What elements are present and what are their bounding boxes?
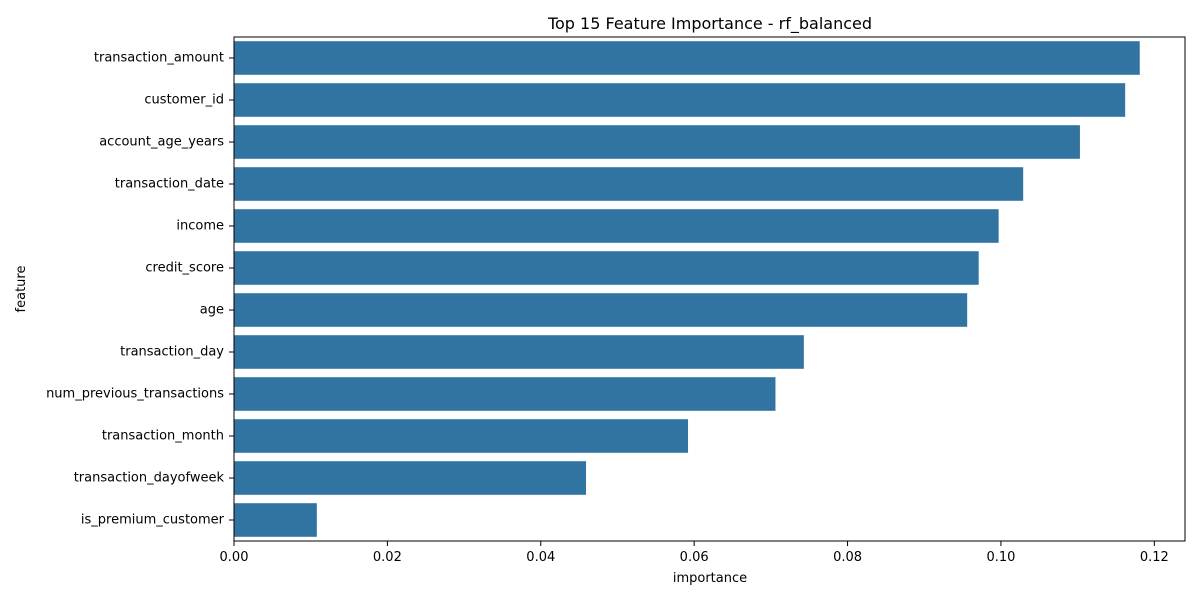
y-tick-label: is_premium_customer xyxy=(81,513,225,528)
bar-customer-id xyxy=(234,83,1126,117)
y-tick-label: age xyxy=(200,303,224,318)
bar-transaction-month xyxy=(234,419,689,453)
bar-transaction-date xyxy=(234,167,1024,201)
x-tick-label: 0.08 xyxy=(833,550,862,565)
y-tick-label: transaction_day xyxy=(120,345,224,360)
x-axis-label: importance xyxy=(673,571,747,586)
x-tick-label: 0.02 xyxy=(373,550,402,565)
y-tick-label: account_age_years xyxy=(99,135,224,150)
x-tick-label: 0.04 xyxy=(526,550,555,565)
y-tick-label: transaction_month xyxy=(102,429,224,444)
y-tick-label: income xyxy=(176,219,224,234)
x-tick-label: 0.06 xyxy=(680,550,709,565)
bar-account-age-years xyxy=(234,125,1080,159)
bar-transaction-amount xyxy=(234,41,1140,75)
chart-title: Top 15 Feature Importance - rf_balanced xyxy=(547,14,872,34)
x-axis-ticks: 0.00 0.02 0.04 0.06 0.08 0.10 0.12 xyxy=(220,541,1169,565)
bar-credit-score xyxy=(234,251,979,285)
bars-group xyxy=(234,41,1140,537)
x-tick-label: 0.00 xyxy=(220,550,249,565)
bar-is-premium-customer xyxy=(234,503,317,537)
y-tick-label: num_previous_transactions xyxy=(46,387,224,402)
bar-transaction-dayofweek xyxy=(234,461,587,495)
bar-transaction-day xyxy=(234,335,804,369)
y-tick-label: transaction_date xyxy=(115,177,224,192)
bar-num-previous-transactions xyxy=(234,377,776,411)
y-tick-label: transaction_dayofweek xyxy=(74,471,225,486)
plot-frame xyxy=(233,36,1186,542)
y-tick-label: credit_score xyxy=(145,261,224,276)
y-axis-ticks: transaction_amount customer_id account_age… xyxy=(46,51,234,528)
x-tick-label: 0.10 xyxy=(986,550,1015,565)
bar-age xyxy=(234,293,968,327)
bar-income xyxy=(234,209,999,243)
y-axis-label: feature xyxy=(14,266,29,313)
y-tick-label: customer_id xyxy=(144,93,224,108)
x-tick-label: 0.12 xyxy=(1140,550,1169,565)
y-tick-label: transaction_amount xyxy=(94,51,224,66)
